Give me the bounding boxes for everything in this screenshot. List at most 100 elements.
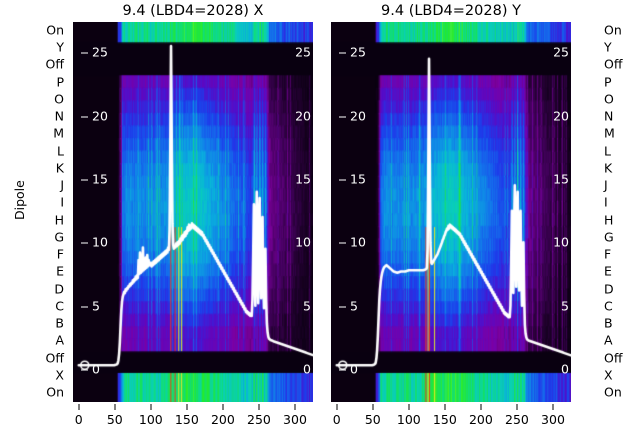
- ytick-dash-icon: [339, 179, 346, 181]
- ytick-right-10: 10: [553, 234, 569, 250]
- ytick-dash-icon: [339, 369, 346, 371]
- category-label-m-6: M: [604, 125, 615, 141]
- xtick-label-0: 0: [332, 412, 341, 427]
- ytick-dash-icon: [339, 306, 346, 308]
- category-label-c-16: C: [604, 298, 613, 314]
- ytick-inner-label: 20: [92, 108, 108, 124]
- ytick-inner-15: 15: [339, 172, 366, 187]
- xtick-mark: [258, 404, 260, 410]
- category-label-j-9: J: [60, 177, 64, 193]
- category-label-x-20: X: [55, 367, 64, 383]
- ytick-inner-5: 5: [339, 298, 358, 313]
- category-label-p-3: P: [604, 74, 612, 90]
- ytick-right-10: 10: [295, 234, 311, 250]
- xtick-label-100: 100: [396, 412, 421, 427]
- xtick-label-250: 250: [505, 412, 529, 427]
- panel-x-heatmap: [73, 22, 313, 402]
- ytick-right-15: 15: [553, 171, 569, 187]
- category-label-off-19: Off: [45, 350, 64, 366]
- xtick-label-50: 50: [364, 412, 381, 427]
- ytick-inner-25: 25: [81, 45, 108, 60]
- ytick-right-0: 0: [561, 361, 569, 377]
- category-label-off-2: Off: [604, 56, 623, 72]
- ytick-inner-label: 25: [92, 44, 108, 60]
- xtick-label-250: 250: [247, 412, 271, 427]
- category-label-f-13: F: [56, 246, 64, 262]
- xtick-label-150: 150: [174, 412, 199, 427]
- ytick-dash-icon: [81, 179, 88, 181]
- xtick-mark: [222, 404, 224, 410]
- ytick-right-0: 0: [303, 361, 311, 377]
- ytick-inner-0: 0: [81, 362, 100, 377]
- category-label-i-10: I: [604, 194, 608, 210]
- category-label-d-15: D: [604, 281, 614, 297]
- ytick-dash-icon: [81, 116, 88, 118]
- xtick-mark: [114, 404, 116, 410]
- ytick-inner-0: 0: [339, 362, 358, 377]
- category-label-p-3: P: [56, 74, 64, 90]
- ytick-right-20: 20: [553, 108, 569, 124]
- ytick-inner-15: 15: [81, 172, 108, 187]
- panel-x: 9.4 (LBD4=2028) X 0 5 10 15 20 25 0 5 10 15 20 25 …: [73, 0, 313, 440]
- category-label-e-14: E: [604, 263, 612, 279]
- panel-y-heatmap: [331, 22, 571, 402]
- ytick-inner-label: 10: [350, 234, 366, 250]
- ytick-inner-10: 10: [339, 235, 366, 250]
- category-label-n-5: N: [54, 108, 64, 124]
- xtick-label-0: 0: [74, 412, 83, 427]
- ytick-right-5: 5: [561, 298, 569, 314]
- ytick-inner-label: 5: [350, 298, 358, 314]
- ytick-dash-icon: [81, 242, 88, 244]
- xtick-label-150: 150: [432, 412, 457, 427]
- xtick-mark: [150, 404, 152, 410]
- ytick-right-25: 25: [553, 44, 569, 60]
- ytick-right-25: 25: [295, 44, 311, 60]
- xtick-mark: [552, 404, 554, 410]
- ytick-dash-icon: [81, 369, 88, 371]
- category-label-k-8: K: [55, 160, 64, 176]
- ytick-inner-label: 20: [350, 108, 366, 124]
- ytick-right-15: 15: [295, 171, 311, 187]
- category-label-a-18: A: [55, 332, 64, 348]
- category-label-c-16: C: [55, 298, 64, 314]
- category-label-on-21: On: [46, 384, 64, 400]
- category-label-h-11: H: [54, 212, 64, 228]
- ytick-inner-20: 20: [81, 108, 108, 123]
- ytick-dash-icon: [339, 242, 346, 244]
- xtick-mark: [480, 404, 482, 410]
- xtick-label-300: 300: [541, 412, 565, 427]
- category-label-on-21: On: [604, 384, 622, 400]
- category-label-d-15: D: [54, 281, 64, 297]
- category-label-g-12: G: [54, 229, 64, 245]
- ytick-dash-icon: [339, 52, 346, 54]
- category-label-o-4: O: [54, 91, 64, 107]
- xtick-label-300: 300: [283, 412, 307, 427]
- ytick-dash-icon: [339, 116, 346, 118]
- panel-x-title: 9.4 (LBD4=2028) X: [122, 3, 264, 19]
- category-label-h-11: H: [604, 212, 614, 228]
- xtick-mark: [408, 404, 410, 410]
- xtick-mark: [516, 404, 518, 410]
- ytick-inner-label: 25: [350, 44, 366, 60]
- category-label-m-6: M: [53, 125, 64, 141]
- category-label-x-20: X: [604, 367, 613, 383]
- ytick-dash-icon: [81, 306, 88, 308]
- ytick-inner-5: 5: [81, 298, 100, 313]
- xtick-label-50: 50: [106, 412, 123, 427]
- category-label-f-13: F: [604, 246, 612, 262]
- panel-x-xaxis: 0 50 100 150 200 250 300: [73, 404, 313, 438]
- category-label-y-1: Y: [56, 39, 64, 55]
- ytick-inner-label: 0: [350, 361, 358, 377]
- xtick-label-100: 100: [138, 412, 163, 427]
- xtick-mark: [294, 404, 296, 410]
- category-label-off-19: Off: [604, 350, 623, 366]
- xtick-mark: [336, 404, 338, 410]
- xtick-label-200: 200: [210, 412, 235, 427]
- category-label-k-8: K: [604, 160, 613, 176]
- category-label-y-1: Y: [604, 39, 612, 55]
- category-label-l-7: L: [604, 143, 611, 159]
- category-label-g-12: G: [604, 229, 614, 245]
- category-label-e-14: E: [56, 263, 64, 279]
- category-label-i-10: I: [60, 194, 64, 210]
